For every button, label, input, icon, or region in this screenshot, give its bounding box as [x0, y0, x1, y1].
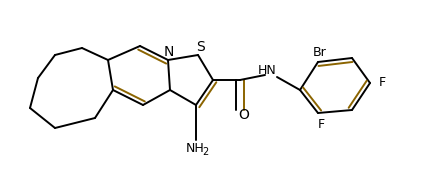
Text: Br: Br: [313, 46, 327, 58]
Text: F: F: [318, 119, 324, 131]
Text: 2: 2: [202, 147, 208, 157]
Text: HN: HN: [258, 64, 276, 78]
Text: NH: NH: [185, 142, 204, 156]
Text: N: N: [164, 45, 174, 59]
Text: F: F: [379, 76, 386, 90]
Text: O: O: [239, 108, 250, 122]
Text: S: S: [196, 40, 204, 54]
